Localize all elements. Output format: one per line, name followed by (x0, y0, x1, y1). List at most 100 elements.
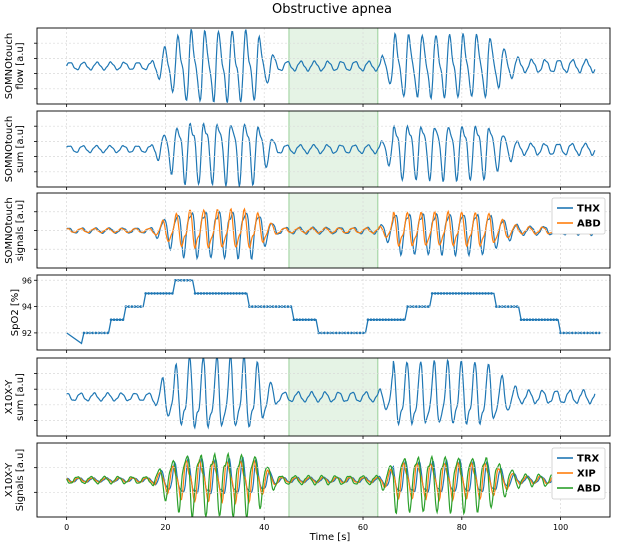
spo2-point (472, 292, 475, 295)
spo2-point (121, 318, 125, 322)
spo2-point (549, 318, 553, 322)
spo2-point (484, 292, 487, 295)
spo2-point (495, 305, 498, 308)
spo2-point (509, 305, 513, 308)
spo2-point (537, 318, 541, 322)
spo2-point (156, 292, 159, 295)
spo2-point (445, 292, 449, 295)
spo2-point (238, 292, 241, 295)
spo2-point (292, 318, 296, 322)
spo2-point (487, 292, 490, 295)
spo2-point (597, 331, 601, 335)
spo2-point (185, 278, 189, 282)
spo2-point (295, 318, 299, 322)
legend-label: ABD (577, 484, 601, 495)
y-axis-label: signals [a.u] (15, 200, 26, 262)
spo2-point (463, 292, 467, 295)
y-axis-label: flow [a.u] (15, 42, 26, 89)
spo2-point (150, 292, 153, 295)
x-tick-label: 60 (358, 523, 368, 532)
spo2-point (254, 305, 257, 308)
spo2-point (223, 292, 227, 295)
spo2-point (540, 318, 544, 322)
spo2-point (552, 318, 555, 322)
legend-box (551, 447, 606, 500)
spo2-point (127, 305, 131, 308)
spo2-point (208, 292, 212, 295)
spo2-point (534, 318, 538, 322)
spo2-point (585, 331, 589, 335)
spo2-point (226, 292, 229, 295)
spo2-point (241, 292, 244, 295)
spo2-point (159, 292, 162, 295)
spo2-point (399, 318, 402, 322)
spo2-point (531, 318, 535, 322)
spo2-point (196, 292, 200, 295)
spo2-point (168, 292, 171, 295)
legend-label: ABD (577, 219, 601, 230)
spo2-point (115, 318, 119, 322)
y-axis-label: sum [a.u] (15, 125, 26, 173)
spo2-point (274, 305, 278, 308)
spo2-point (262, 305, 266, 308)
panel-x10sum: X10X-Y sum [a.u] (4, 357, 611, 439)
spo2-point (519, 318, 523, 322)
spo2-point (118, 318, 122, 322)
panel-signals: THX ABD SOMNOtouch signals [a.u] (4, 192, 611, 271)
spo2-point (94, 331, 98, 335)
spo2-point (478, 292, 481, 295)
spo2-point (229, 292, 232, 295)
spo2-point (543, 318, 547, 322)
spo2-point (490, 292, 493, 295)
spo2-point (162, 292, 165, 295)
spo2-point (182, 278, 186, 282)
spo2-point (406, 305, 409, 308)
y-tick-label: 94 (22, 303, 32, 312)
y-axis-label: Signals [a.u] (15, 449, 26, 512)
legend-label: THX (577, 204, 600, 215)
series-line-sum (66, 122, 596, 187)
spo2-point (372, 318, 376, 322)
highlight-band (288, 28, 378, 104)
axes-frame (36, 442, 611, 518)
legend-box (551, 197, 606, 235)
series-line-x10sum (66, 358, 596, 430)
legend-label: TRX (577, 454, 600, 465)
x-axis-label: Time [s] (309, 532, 351, 543)
spo2-point (310, 318, 313, 322)
spo2-point (217, 292, 221, 295)
y-tick-label: 96 (22, 276, 32, 285)
spo2-point (307, 318, 310, 322)
spo2-point (202, 292, 206, 295)
series-line-abd (66, 207, 596, 250)
y-axis-label: SOMNOtouch (4, 116, 15, 182)
series-line-abd (66, 451, 596, 517)
spo2-point (559, 331, 562, 335)
spo2-point (436, 292, 440, 295)
spo2-point (466, 292, 470, 295)
spo2-point (144, 292, 147, 295)
spo2-point (361, 331, 365, 335)
spo2-point (451, 292, 455, 295)
spo2-point (139, 305, 143, 308)
spo2-point (381, 318, 385, 322)
spo2-point (235, 292, 238, 295)
spo2-point (546, 318, 550, 322)
axes-frame (36, 110, 611, 188)
panels: SOMNOtouch flow [a.u]SOMNOtouch sum [a.u]T… (4, 27, 611, 532)
spo2-point (220, 292, 224, 295)
spo2-point (571, 331, 574, 335)
axes-frame (36, 274, 611, 351)
legend-label: XIP (577, 469, 596, 480)
spo2-point (106, 331, 109, 335)
spo2-point (555, 318, 558, 322)
spo2-point (323, 331, 326, 335)
spo2-point (562, 331, 565, 335)
spo2-point (498, 305, 501, 308)
spo2-point (82, 331, 86, 335)
spo2-point (442, 292, 446, 295)
y-axis-label: X10X-Y (4, 462, 15, 497)
spo2-point (506, 305, 510, 308)
